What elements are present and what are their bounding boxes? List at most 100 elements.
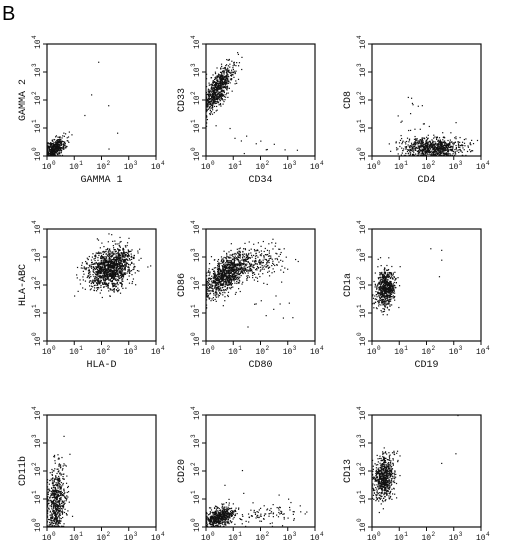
scatter-point [116,282,119,284]
scatter-point [231,254,233,256]
scatter-point [127,269,129,271]
scatter-point [115,269,117,271]
scatter-point [100,256,102,258]
scatter-point [104,251,106,253]
scatter-point [439,150,441,152]
scatter-point [432,141,434,143]
scatter-point [380,301,383,303]
scatter-point [209,278,212,280]
scatter-point [113,282,115,285]
scatter-point [388,275,391,278]
scatter-point [220,78,222,80]
scatter-point [281,281,283,283]
scatter-point [418,153,420,155]
scatter-point [207,99,209,102]
scatter-point [96,282,98,284]
scatter-point [103,257,105,259]
scatter-point [84,268,86,270]
scatter-point [388,286,390,288]
scatter-point [112,267,114,269]
scatter-point [445,142,447,144]
scatter-point [415,138,417,141]
scatter-point [116,243,118,245]
scatter-point [240,267,242,269]
scatter-point [224,76,226,78]
scatter-point [217,289,219,291]
scatter-point [209,287,211,289]
scatter-point [223,83,225,85]
scatter-point [444,153,447,155]
scatter-point [208,290,211,292]
scatter-point [250,248,252,250]
scatter-point [448,145,450,147]
scatter-point [230,71,232,73]
scatter-point [270,255,272,257]
scatter-point [239,251,241,253]
scatter-point [205,99,208,102]
scatter-point [115,264,117,267]
scatter-point [217,85,219,87]
scatter-point [121,253,123,255]
scatter-point [238,273,240,276]
scatter-point [117,251,119,254]
scatter-point [262,266,264,269]
scatter-point [59,140,62,142]
scatter-point [79,283,82,285]
scatter-point [216,283,218,285]
scatter-point [408,147,411,149]
scatter-point [228,278,230,280]
scatter-point [115,289,118,291]
scatter-point [428,153,430,156]
scatter-point [102,283,104,285]
scatter-point [97,275,99,277]
scatter-point [231,60,233,62]
scatter-point [460,144,462,147]
scatter-point [118,243,120,245]
scatter-point [218,276,221,278]
scatter-point [119,268,122,270]
scatter-point [412,146,414,148]
scatter-point [421,141,423,144]
scatter-point [424,142,426,145]
scatter-point [450,154,452,156]
scatter-point [403,148,405,150]
scatter-point [59,136,61,138]
scatter-point [117,253,119,255]
x-axis-label: CD80 [248,360,272,371]
scatter-point [229,276,231,279]
scatter-point [121,275,123,277]
scatter-point [225,257,227,259]
scatter-point [87,273,90,275]
scatter-point [456,150,458,152]
scatter-point [214,273,216,275]
scatter-point [469,151,472,153]
scatter-point [223,272,225,274]
scatter-point [211,85,213,87]
scatter-point [428,140,431,143]
scatter-point [222,80,224,83]
scatter-point [238,288,240,290]
scatter-point [108,259,110,261]
scatter-point [147,266,149,268]
scatter-point [105,272,107,274]
scatter-point [426,153,428,155]
scatter-point [223,261,225,263]
scatter-point [210,83,213,85]
scatter-point [212,93,214,96]
scatter-point [211,90,214,92]
scatter-point [461,141,464,143]
scatter-point [116,263,118,265]
scatter-point [256,249,258,252]
x-tick-label: 10 [422,348,432,357]
scatter-point [110,274,112,277]
scatter-point [212,105,214,107]
scatter-point [408,139,411,141]
scatter-point [422,146,424,148]
scatter-point [56,151,59,153]
scatter-point [222,279,225,281]
scatter-points [371,248,443,316]
scatter-point [218,266,221,268]
scatter-point [205,116,208,118]
scatter-point [246,135,248,137]
scatter-point [88,281,91,283]
